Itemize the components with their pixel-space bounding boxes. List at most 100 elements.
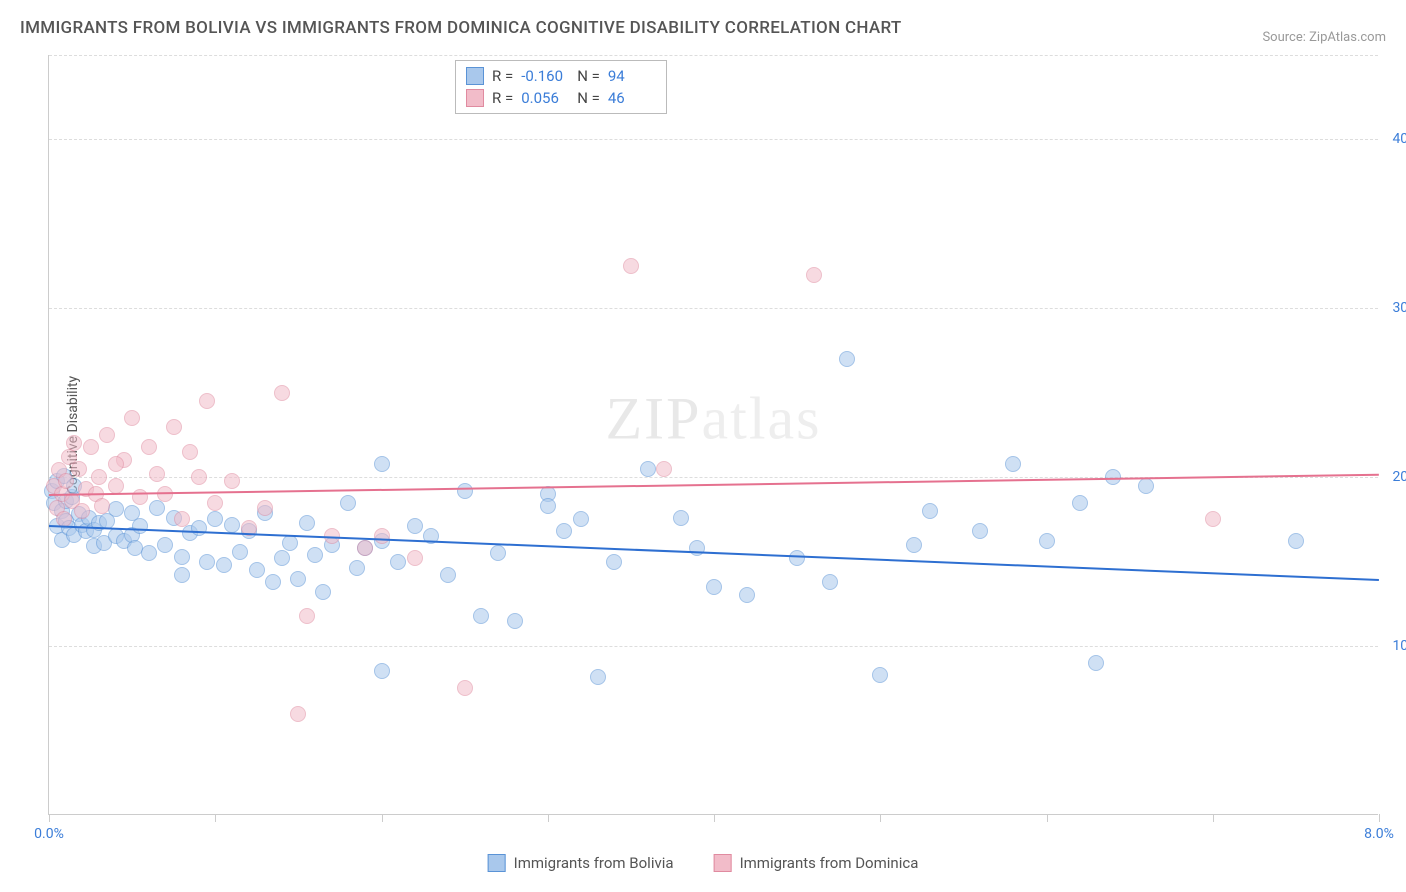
x-tick [880, 814, 881, 822]
data-point [656, 461, 672, 477]
data-point [540, 498, 556, 514]
data-point [457, 483, 473, 499]
data-point [71, 461, 87, 477]
data-point [249, 562, 265, 578]
data-point [149, 466, 165, 482]
n-label: N = [577, 89, 600, 107]
source-attribution: Source: ZipAtlas.com [1262, 30, 1386, 45]
data-point [1088, 655, 1104, 671]
data-point [390, 554, 406, 570]
data-point [490, 545, 506, 561]
data-point [141, 545, 157, 561]
data-point [166, 419, 182, 435]
data-point [357, 540, 373, 556]
x-tick-label: 0.0% [34, 826, 64, 842]
data-point [174, 549, 190, 565]
data-point [74, 503, 90, 519]
legend-swatch [466, 67, 484, 85]
r-value: -0.160 [521, 67, 569, 85]
legend-label: Immigrants from Bolivia [514, 854, 674, 872]
gridline [49, 646, 1378, 647]
data-point [58, 473, 74, 489]
legend-item: Immigrants from Dominica [714, 854, 919, 872]
x-tick-label: 8.0% [1364, 826, 1394, 842]
data-point [1072, 495, 1088, 511]
stats-row: R =-0.160N =94 [466, 65, 656, 87]
data-point [307, 547, 323, 563]
data-point [1288, 533, 1304, 549]
data-point [590, 669, 606, 685]
data-point [99, 427, 115, 443]
data-point [207, 495, 223, 511]
data-point [340, 495, 356, 511]
data-point [739, 587, 755, 603]
x-tick [1047, 814, 1048, 822]
n-label: N = [577, 67, 600, 85]
data-point [673, 510, 689, 526]
data-point [872, 667, 888, 683]
data-point [132, 518, 148, 534]
data-point [407, 550, 423, 566]
data-point [216, 557, 232, 573]
x-tick [1379, 814, 1380, 822]
data-point [207, 511, 223, 527]
data-point [274, 385, 290, 401]
data-point [149, 500, 165, 516]
x-tick [714, 814, 715, 822]
data-point [265, 574, 281, 590]
data-point [141, 439, 157, 455]
gridline [49, 139, 1378, 140]
data-point [124, 410, 140, 426]
x-tick [49, 814, 50, 822]
data-point [108, 456, 124, 472]
gridline [49, 308, 1378, 309]
data-point [83, 439, 99, 455]
data-point [199, 393, 215, 409]
data-point [573, 511, 589, 527]
data-point [623, 258, 639, 274]
data-point [806, 267, 822, 283]
x-tick [382, 814, 383, 822]
data-point [191, 520, 207, 536]
watermark: ZIPatlas [606, 385, 822, 454]
data-point [407, 518, 423, 534]
data-point [224, 517, 240, 533]
data-point [182, 444, 198, 460]
data-point [689, 540, 705, 556]
data-point [457, 680, 473, 696]
source-link[interactable]: ZipAtlas.com [1309, 30, 1386, 45]
data-point [640, 461, 656, 477]
stats-row: R =0.056N =46 [466, 87, 656, 109]
data-point [66, 435, 82, 451]
data-point [556, 523, 572, 539]
chart-title: IMMIGRANTS FROM BOLIVIA VS IMMIGRANTS FR… [20, 18, 902, 38]
data-point [606, 554, 622, 570]
stats-legend: R =-0.160N =94R =0.056N =46 [455, 60, 667, 114]
source-label: Source: [1262, 30, 1305, 45]
data-point [299, 515, 315, 531]
data-point [922, 503, 938, 519]
data-point [822, 574, 838, 590]
data-point [440, 567, 456, 583]
data-point [257, 500, 273, 516]
data-point [1039, 533, 1055, 549]
gridline [49, 55, 1378, 56]
n-value: 46 [608, 89, 656, 107]
data-point [94, 498, 110, 514]
data-point [282, 535, 298, 551]
data-point [232, 544, 248, 560]
data-point [839, 351, 855, 367]
x-tick [215, 814, 216, 822]
data-point [191, 469, 207, 485]
data-point [1205, 511, 1221, 527]
data-point [157, 537, 173, 553]
data-point [290, 571, 306, 587]
data-point [374, 663, 390, 679]
bottom-legend: Immigrants from Bolivia Immigrants from D… [488, 854, 919, 872]
data-point [174, 511, 190, 527]
data-point [473, 608, 489, 624]
data-point [315, 584, 331, 600]
data-point [224, 473, 240, 489]
data-point [274, 550, 290, 566]
x-tick [1213, 814, 1214, 822]
